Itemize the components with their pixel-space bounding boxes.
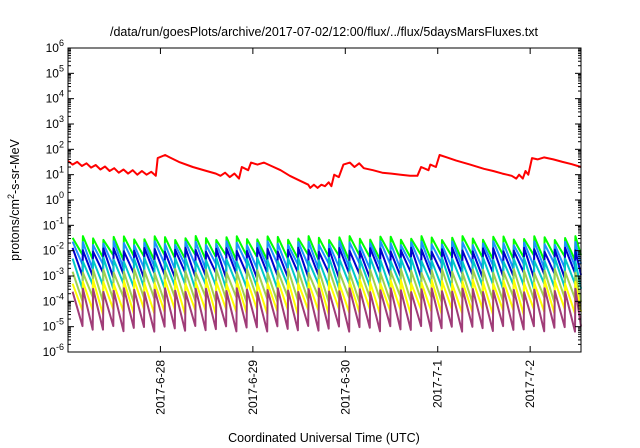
x-tick-label: 2017-6-29 [246,360,260,415]
y-tick-label: 104 [46,89,64,106]
y-axis-label-superscript: 2 [6,194,16,199]
series-layer [67,154,582,333]
x-axis: 2017-6-28 2017-6-29 2017-6-30 2017-7-1 2017-… [153,48,537,415]
y-tick-label: 100 [46,190,64,207]
y-tick-label: 10-2 [43,241,64,258]
x-tick-label: 2017-7-2 [523,360,537,408]
y-axis-label: protons/cm2-s-sr-MeV [6,138,22,260]
y-tick-label: 105 [46,63,64,80]
x-axis-label: Coordinated Universal Time (UTC) [228,431,420,445]
y-tick-label: 10-3 [43,266,64,283]
y-tick-label: 10-4 [43,291,64,308]
y-axis-label-main: protons/cm [8,199,22,261]
x-tick-label: 2017-7-1 [431,360,445,408]
y-tick-label: 106 [46,38,64,55]
y-tick-label: 10-5 [43,317,64,334]
y-tick-label: 102 [46,139,64,156]
y-axis: 10-6 10-5 10-4 10-3 10-2 10-1 100 101 102 103 104 1… [43,38,581,359]
flux-series-7 [71,287,582,333]
x-tick-label: 2017-6-30 [338,360,352,415]
y-tick-label: 10-6 [43,342,64,359]
red-flux-series [67,154,582,189]
y-tick-label: 10-1 [43,215,64,232]
y-tick-label: 103 [46,114,64,131]
x-tick-label: 2017-6-28 [153,360,167,415]
y-axis-label-tail: -s-sr-MeV [8,138,22,194]
chart-title: /data/run/goesPlots/archive/2017-07-02/1… [110,25,539,39]
y-tick-label: 101 [46,165,64,182]
